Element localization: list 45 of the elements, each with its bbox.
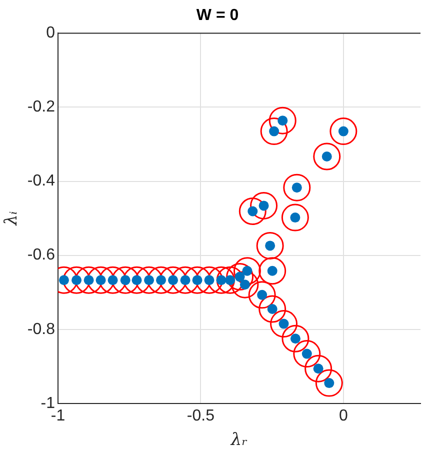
point bbox=[270, 310, 298, 338]
y-axis-title: λᵢ bbox=[2, 211, 22, 226]
point bbox=[159, 266, 187, 294]
point bbox=[260, 118, 288, 146]
point bbox=[315, 369, 343, 397]
point bbox=[123, 266, 151, 294]
point bbox=[196, 266, 224, 294]
y-tick-label: -0.8 bbox=[27, 320, 56, 338]
x-tick-label: -0.5 bbox=[186, 407, 215, 424]
y-tick-label: -0.6 bbox=[27, 246, 56, 264]
point bbox=[330, 118, 358, 146]
point bbox=[283, 174, 311, 202]
point bbox=[268, 106, 296, 134]
y-tick-label: -0.2 bbox=[27, 98, 56, 116]
point bbox=[112, 266, 140, 294]
point bbox=[208, 266, 235, 294]
point bbox=[87, 266, 115, 294]
point bbox=[304, 354, 332, 382]
point bbox=[231, 270, 259, 298]
point bbox=[226, 263, 254, 291]
chart-title: W = 0 bbox=[196, 7, 239, 24]
point bbox=[184, 266, 212, 294]
x-axis-title: λᵣ bbox=[230, 430, 248, 450]
point bbox=[172, 266, 200, 294]
y-tick-label: -1 bbox=[40, 394, 56, 412]
point bbox=[216, 266, 244, 294]
point bbox=[258, 257, 286, 285]
point bbox=[293, 340, 321, 368]
point bbox=[248, 281, 276, 309]
y-tick-label: -0.4 bbox=[27, 172, 56, 190]
x-tick-label: 0 bbox=[338, 407, 348, 424]
point bbox=[256, 232, 284, 260]
point bbox=[135, 266, 163, 294]
y-tick-label: 0 bbox=[46, 24, 56, 42]
point bbox=[62, 266, 90, 294]
point bbox=[99, 266, 127, 294]
point bbox=[238, 198, 266, 226]
point bbox=[75, 266, 103, 294]
point bbox=[258, 295, 286, 323]
point bbox=[313, 142, 341, 170]
point bbox=[282, 324, 310, 352]
point bbox=[250, 192, 278, 220]
point bbox=[281, 204, 309, 232]
point bbox=[147, 266, 175, 294]
point bbox=[233, 257, 261, 285]
